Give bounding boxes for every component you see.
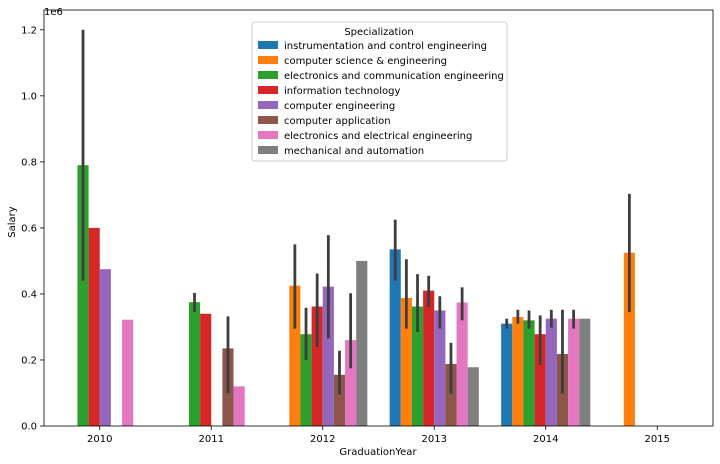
y-tick-label: 0.0 — [21, 422, 37, 433]
bar — [345, 340, 357, 426]
legend-swatch — [258, 101, 278, 109]
x-tick-label: 2010 — [87, 434, 112, 445]
bar — [122, 319, 134, 426]
x-tick-label: 2013 — [422, 434, 447, 445]
bar — [445, 363, 457, 426]
bar — [434, 310, 446, 426]
y-tick-label: 0.4 — [21, 289, 37, 300]
x-axis-ticks: 2010 2011 2012 2013 2014 2015 — [87, 426, 670, 445]
legend: Specialization instrumentation and contr… — [251, 21, 508, 162]
legend-box — [251, 21, 508, 162]
bar — [623, 252, 635, 426]
bars-layer — [77, 165, 635, 426]
legend-entry: mechanical and automation — [284, 146, 424, 157]
bar — [568, 318, 580, 426]
axes — [43, 9, 714, 427]
legend-entry: computer science & engineering — [284, 56, 447, 67]
bar — [322, 286, 334, 426]
bar — [534, 334, 546, 426]
x-tick-label: 2015 — [645, 434, 670, 445]
legend-entry: electronics and electrical engineering — [284, 131, 472, 142]
bar — [233, 386, 245, 426]
bar — [512, 317, 524, 426]
bar — [77, 165, 89, 426]
bar — [456, 302, 468, 426]
legend-entry: instrumentation and control engineering — [284, 41, 487, 52]
bar — [423, 290, 435, 426]
y-tick-label: 1.0 — [21, 91, 37, 102]
y-tick-label: 0.8 — [21, 157, 37, 168]
x-tick-label: 2011 — [199, 434, 224, 445]
plot-frame — [43, 9, 714, 427]
x-axis-label: GraduationYear — [339, 447, 417, 458]
bar — [188, 302, 201, 426]
legend-swatch — [258, 41, 278, 49]
bar — [300, 334, 312, 426]
bar — [289, 285, 301, 426]
legend-swatch — [258, 131, 278, 139]
bar — [88, 227, 100, 426]
y-axis-label: Salary — [7, 206, 18, 237]
bar — [545, 318, 557, 426]
bar — [411, 306, 424, 426]
bar — [501, 323, 513, 426]
bar — [523, 320, 535, 426]
bar — [467, 367, 479, 426]
y-axis-ticks: 0.0 0.2 0.4 0.6 0.8 1.0 1.2 — [21, 25, 44, 433]
x-tick-label: 2014 — [533, 434, 558, 445]
bar — [311, 306, 323, 426]
y-multiplier-label: 1e6 — [44, 7, 63, 18]
y-tick-label: 0.2 — [21, 355, 37, 366]
y-tick-label: 0.6 — [21, 223, 37, 234]
bar — [356, 260, 368, 426]
legend-entry: information technology — [284, 86, 401, 97]
error-bars-layer — [81, 29, 631, 395]
legend-title: Specialization — [344, 27, 413, 38]
bar — [99, 269, 111, 426]
legend-entry: electronics and communication engineerin… — [284, 71, 504, 82]
bar — [579, 318, 591, 426]
bar — [389, 249, 401, 426]
legend-swatch — [258, 116, 278, 124]
x-tick-label: 2012 — [310, 434, 335, 445]
legend-swatch — [258, 146, 278, 154]
y-tick-label: 1.2 — [21, 25, 37, 36]
bar — [333, 374, 346, 426]
legend-swatch — [258, 56, 278, 64]
bar — [400, 297, 412, 426]
legend-entry: computer engineering — [284, 101, 395, 112]
legend-swatch — [258, 86, 278, 94]
legend-entry: computer application — [284, 116, 391, 127]
bar — [200, 313, 212, 426]
legend-swatch — [258, 71, 278, 79]
